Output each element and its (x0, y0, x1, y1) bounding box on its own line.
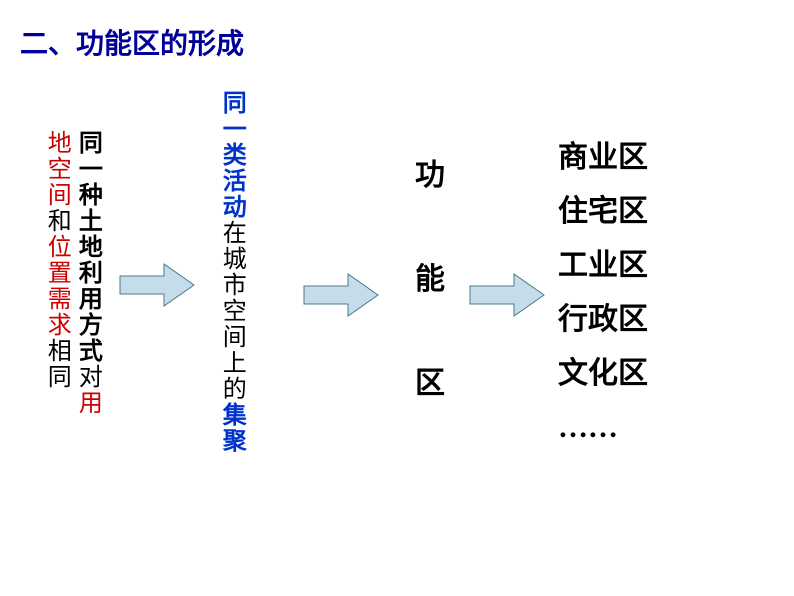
section-title: 二、功能区的形成 (20, 22, 244, 62)
stage2-block: 同一类活动在城市空间上的集聚 (215, 90, 246, 454)
stage3-char2: 能 (415, 254, 445, 298)
stage3-char1: 功 (415, 150, 445, 194)
result-item: …… (558, 410, 648, 446)
result-item: 商业区 (558, 140, 648, 176)
stage1-col-a: 地空间和位置需求相同 (40, 130, 71, 416)
stage2-col: 同一类活动在城市空间上的集聚 (215, 90, 246, 454)
stage1-col-b: 同一种土地利用方式对用 (71, 130, 102, 416)
stage1-text-black1: 和 (43, 208, 69, 234)
result-item: 工业区 (558, 248, 648, 284)
stage1-block: 地空间和位置需求相同 同一种土地利用方式对用 (40, 130, 102, 416)
stage1-text-red2: 位置需求 (43, 234, 69, 338)
arrow-icon (468, 272, 546, 318)
arrow-3 (468, 272, 546, 318)
stage2-black: 在城市空间上的 (218, 220, 244, 402)
stage2-blue2: 集聚 (218, 402, 244, 454)
arrow-2 (302, 272, 380, 318)
result-item: 行政区 (558, 302, 648, 338)
result-item: 住宅区 (558, 194, 648, 230)
result-item: 文化区 (558, 356, 648, 392)
arrow-icon (118, 262, 196, 308)
results-list: 商业区 住宅区 工业区 行政区 文化区 …… (558, 140, 648, 464)
arrow-1 (118, 262, 196, 308)
stage3-char3: 区 (415, 358, 445, 402)
stage1-text-black2: 相同 (43, 338, 69, 390)
stage2-blue1: 同一类活动 (218, 90, 244, 220)
stage1-bold: 同一种土地利用方式 (74, 130, 100, 364)
stage1-after: 对 (74, 364, 100, 390)
stage3-block: 功 能 区 (415, 150, 445, 462)
stage1-last-red: 用 (74, 390, 100, 416)
arrow-icon (302, 272, 380, 318)
stage1-text-red1: 地空间 (43, 130, 69, 208)
